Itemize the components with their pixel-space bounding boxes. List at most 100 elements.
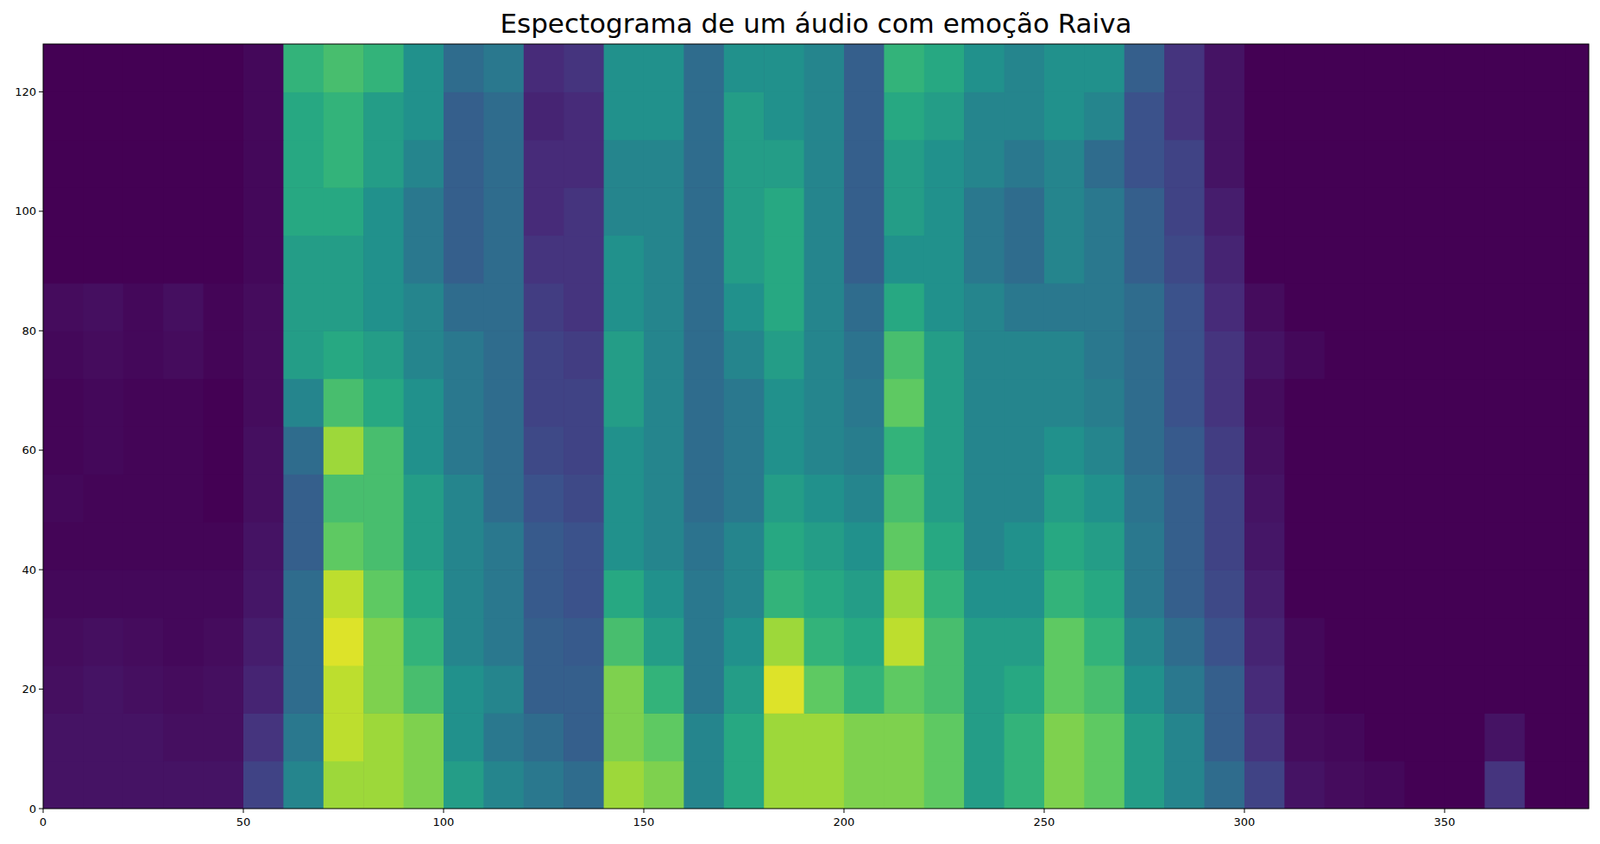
cell (323, 522, 365, 571)
cell (363, 283, 404, 332)
cell (1324, 378, 1366, 428)
cell (523, 665, 565, 714)
cell (163, 665, 204, 714)
cell (1164, 617, 1205, 667)
cell (123, 139, 164, 189)
cell (804, 235, 845, 284)
cell (1044, 522, 1085, 571)
cell (1364, 569, 1405, 618)
cell (563, 187, 605, 236)
cell (804, 91, 845, 140)
cell (683, 473, 725, 523)
cell (883, 569, 925, 618)
cell (43, 187, 84, 236)
cell (1484, 617, 1525, 667)
cell (1324, 617, 1366, 667)
cell (203, 91, 245, 140)
cell (1444, 235, 1486, 284)
cell (243, 235, 284, 284)
cell (1083, 139, 1125, 189)
cell (1083, 617, 1125, 667)
cell (283, 522, 324, 571)
cell (123, 330, 164, 379)
y-tick-label: 100 (14, 204, 37, 218)
cell (1444, 187, 1486, 236)
cell (403, 235, 445, 284)
cell (363, 617, 404, 667)
cell (1083, 235, 1125, 284)
cell (1324, 569, 1366, 618)
cell (563, 665, 605, 714)
cell (443, 330, 485, 379)
cell (82, 665, 124, 714)
cell (523, 617, 565, 667)
cell (1204, 330, 1246, 379)
cell (1524, 283, 1566, 332)
cell (483, 473, 524, 523)
cell (1564, 283, 1589, 332)
cell (1324, 522, 1366, 571)
cell (82, 330, 124, 379)
cell (924, 569, 965, 618)
cell (82, 522, 124, 571)
cell (804, 712, 845, 762)
cell (604, 522, 645, 571)
cell (1244, 761, 1286, 809)
cell (963, 139, 1005, 189)
cell (724, 473, 765, 523)
cell (1564, 473, 1589, 523)
cell (963, 187, 1005, 236)
cell (403, 330, 445, 379)
cell (243, 665, 284, 714)
cell (363, 522, 404, 571)
cell (523, 283, 565, 332)
cell (883, 665, 925, 714)
cell (1204, 139, 1246, 189)
cell (43, 473, 84, 523)
cell (963, 426, 1005, 475)
cell (643, 761, 685, 809)
cell (683, 187, 725, 236)
cell (283, 91, 324, 140)
cell (924, 473, 965, 523)
cell (1044, 617, 1085, 667)
cell (82, 235, 124, 284)
cell (924, 44, 965, 93)
cell (963, 473, 1005, 523)
cell (483, 235, 524, 284)
cell (323, 44, 365, 93)
cell (323, 617, 365, 667)
cell (483, 283, 524, 332)
cell (643, 139, 685, 189)
cell (924, 712, 965, 762)
cell (924, 761, 965, 809)
cell (844, 187, 885, 236)
cell (1564, 761, 1589, 809)
y-tick-label: 40 (21, 563, 37, 577)
chart: Espectograma de um áudio com emoção Raiv… (0, 0, 1600, 844)
cell (483, 44, 524, 93)
cell (443, 44, 485, 93)
cell (123, 617, 164, 667)
cell (283, 569, 324, 618)
cell (1444, 761, 1486, 809)
cell (1524, 712, 1566, 762)
cell (1124, 235, 1166, 284)
cell (403, 712, 445, 762)
cell (1164, 569, 1205, 618)
cell (1404, 283, 1446, 332)
cell (1564, 139, 1589, 189)
cell (363, 761, 404, 809)
cell (1484, 283, 1525, 332)
cell (243, 44, 284, 93)
cell (724, 330, 765, 379)
cell (1004, 569, 1046, 618)
cell (1044, 473, 1085, 523)
cell (563, 91, 605, 140)
cell (483, 712, 524, 762)
cell (883, 139, 925, 189)
cell (1324, 139, 1366, 189)
cell (123, 235, 164, 284)
cell (82, 378, 124, 428)
cell (1204, 617, 1246, 667)
